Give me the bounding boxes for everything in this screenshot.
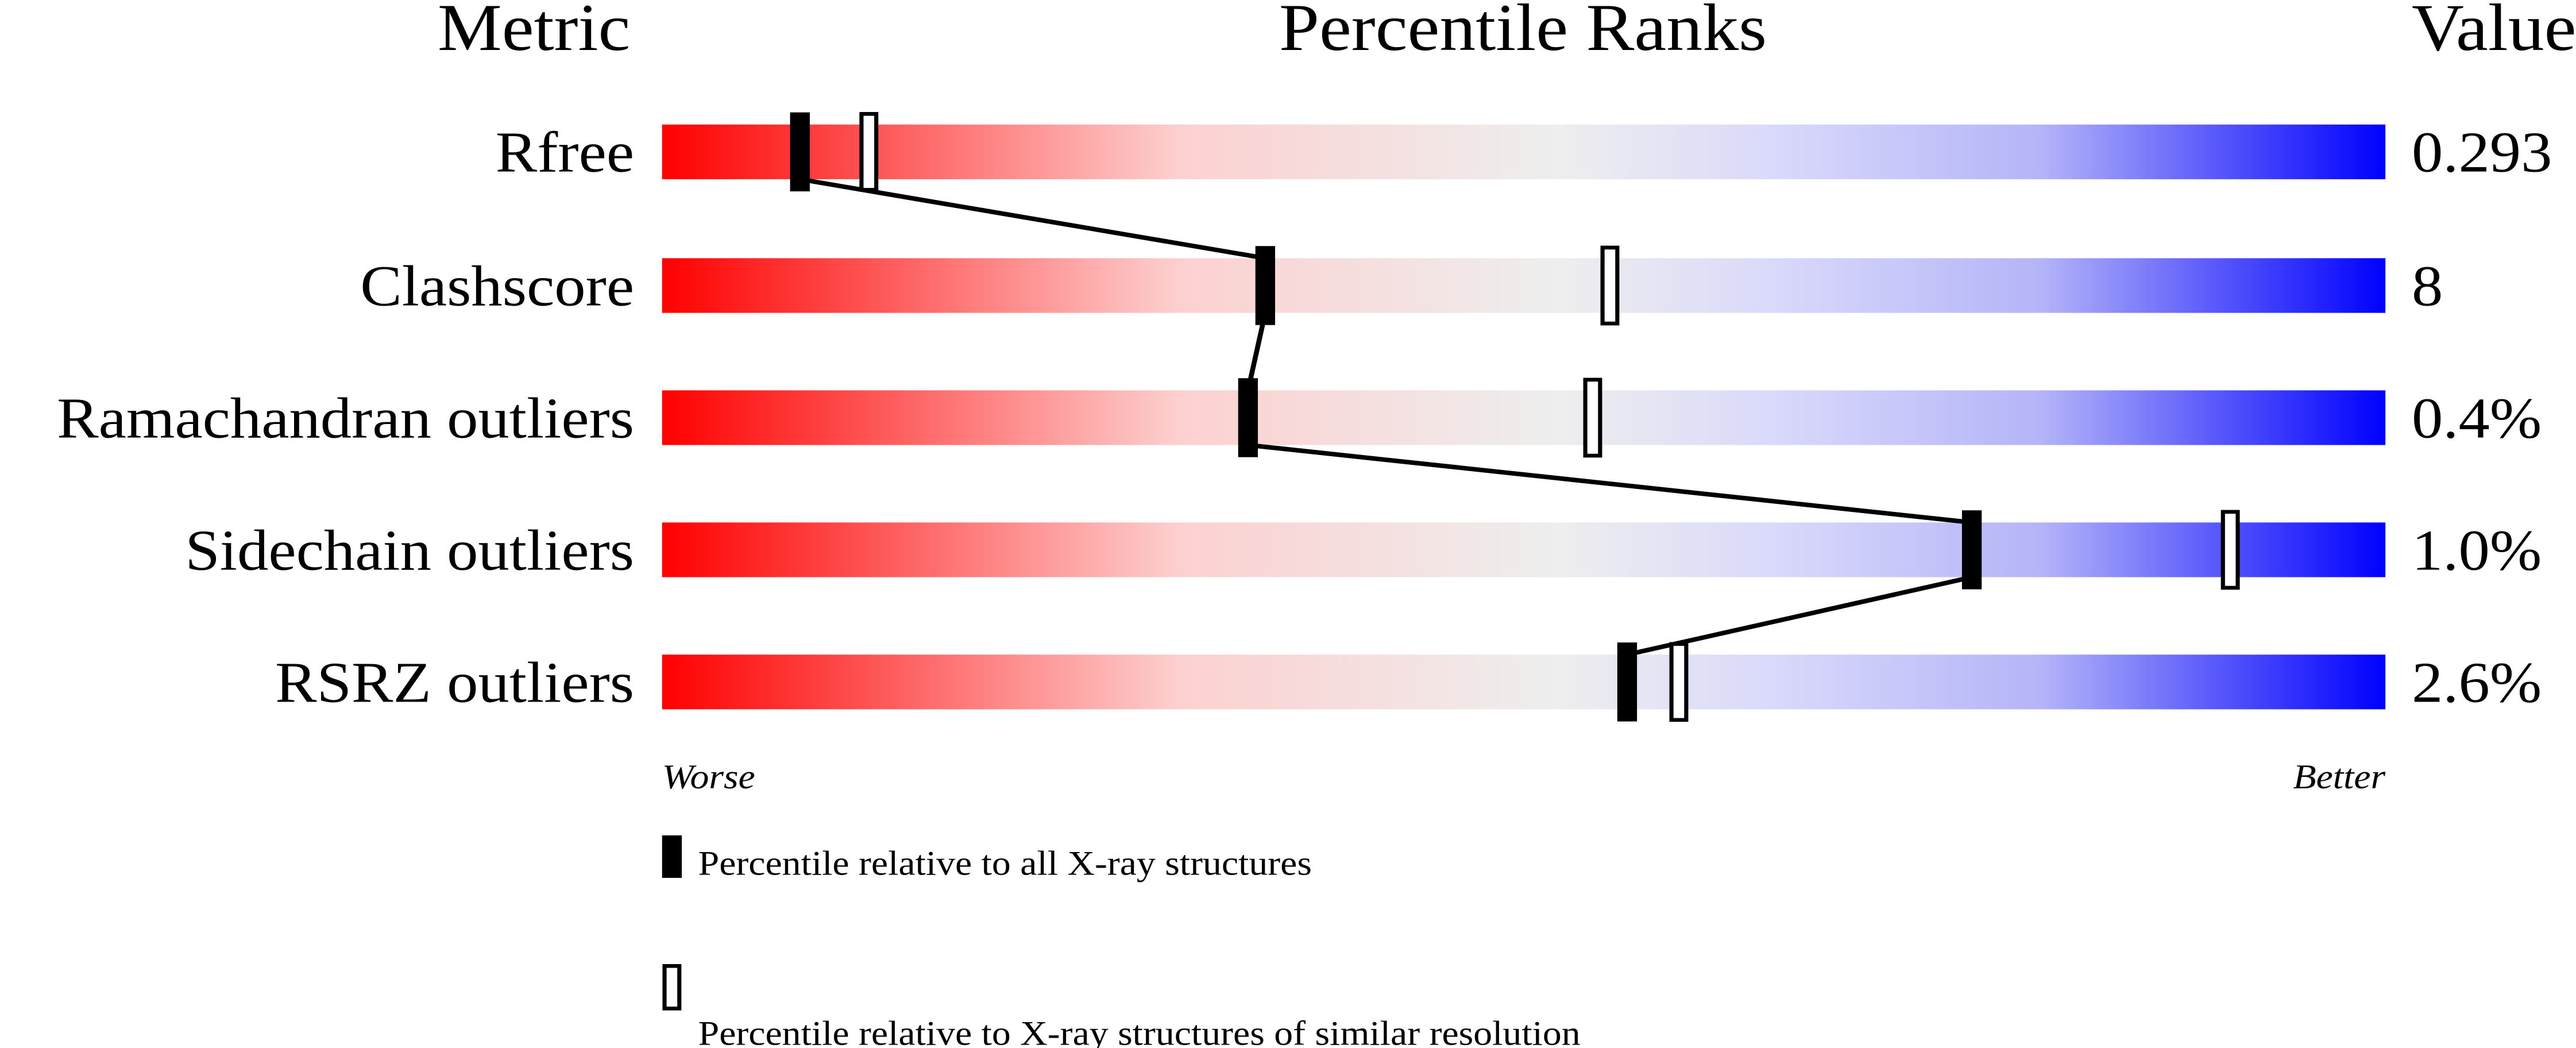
metric-value: 8	[2412, 254, 2443, 318]
metric-value: 0.293	[2412, 120, 2552, 184]
legend-label-all: Percentile relative to all X-ray structu…	[698, 844, 1312, 883]
similar-percentile-marker	[859, 111, 879, 192]
metric-label: Sidechain outliers	[185, 518, 634, 582]
percentile-bar	[662, 522, 2386, 577]
header-percentile-ranks: Percentile Ranks	[1279, 0, 1767, 65]
metric-label: RSRZ outliers	[275, 650, 634, 714]
all-percentile-marker	[1255, 246, 1276, 325]
worse-label: Worse	[662, 757, 755, 796]
connector-line	[1248, 442, 1972, 525]
legend-filled-marker	[662, 835, 682, 878]
percentile-bar	[662, 258, 2386, 313]
better-label: Better	[2293, 757, 2385, 796]
similar-percentile-marker	[2220, 510, 2240, 590]
legend-open-marker	[662, 964, 682, 1011]
all-percentile-marker	[1617, 642, 1637, 722]
metric-value: 1.0%	[2412, 518, 2542, 582]
metric-label: Clashscore	[360, 254, 634, 318]
connector-line	[1626, 575, 1973, 657]
metric-value: 0.4%	[2412, 386, 2542, 450]
similar-percentile-marker	[1600, 245, 1620, 326]
connector-line	[1245, 312, 1268, 391]
percentile-bar	[662, 124, 2386, 179]
all-percentile-marker	[790, 112, 810, 192]
similar-percentile-marker	[1669, 642, 1689, 722]
all-percentile-marker	[1238, 378, 1258, 457]
metric-label: Rfree	[496, 120, 634, 184]
similar-percentile-marker	[1583, 377, 1602, 458]
all-percentile-marker	[1961, 510, 1982, 590]
header-metric: Metric	[438, 0, 630, 65]
connector-line	[799, 177, 1266, 261]
legend-label-similar: Percentile relative to X-ray structures …	[698, 1014, 1581, 1048]
metric-value: 2.6%	[2412, 650, 2542, 714]
header-value: Value	[2412, 0, 2576, 65]
metric-label: Ramachandran outliers	[57, 386, 634, 450]
percentile-bar	[662, 654, 2386, 710]
percentile-bar	[662, 390, 2386, 445]
